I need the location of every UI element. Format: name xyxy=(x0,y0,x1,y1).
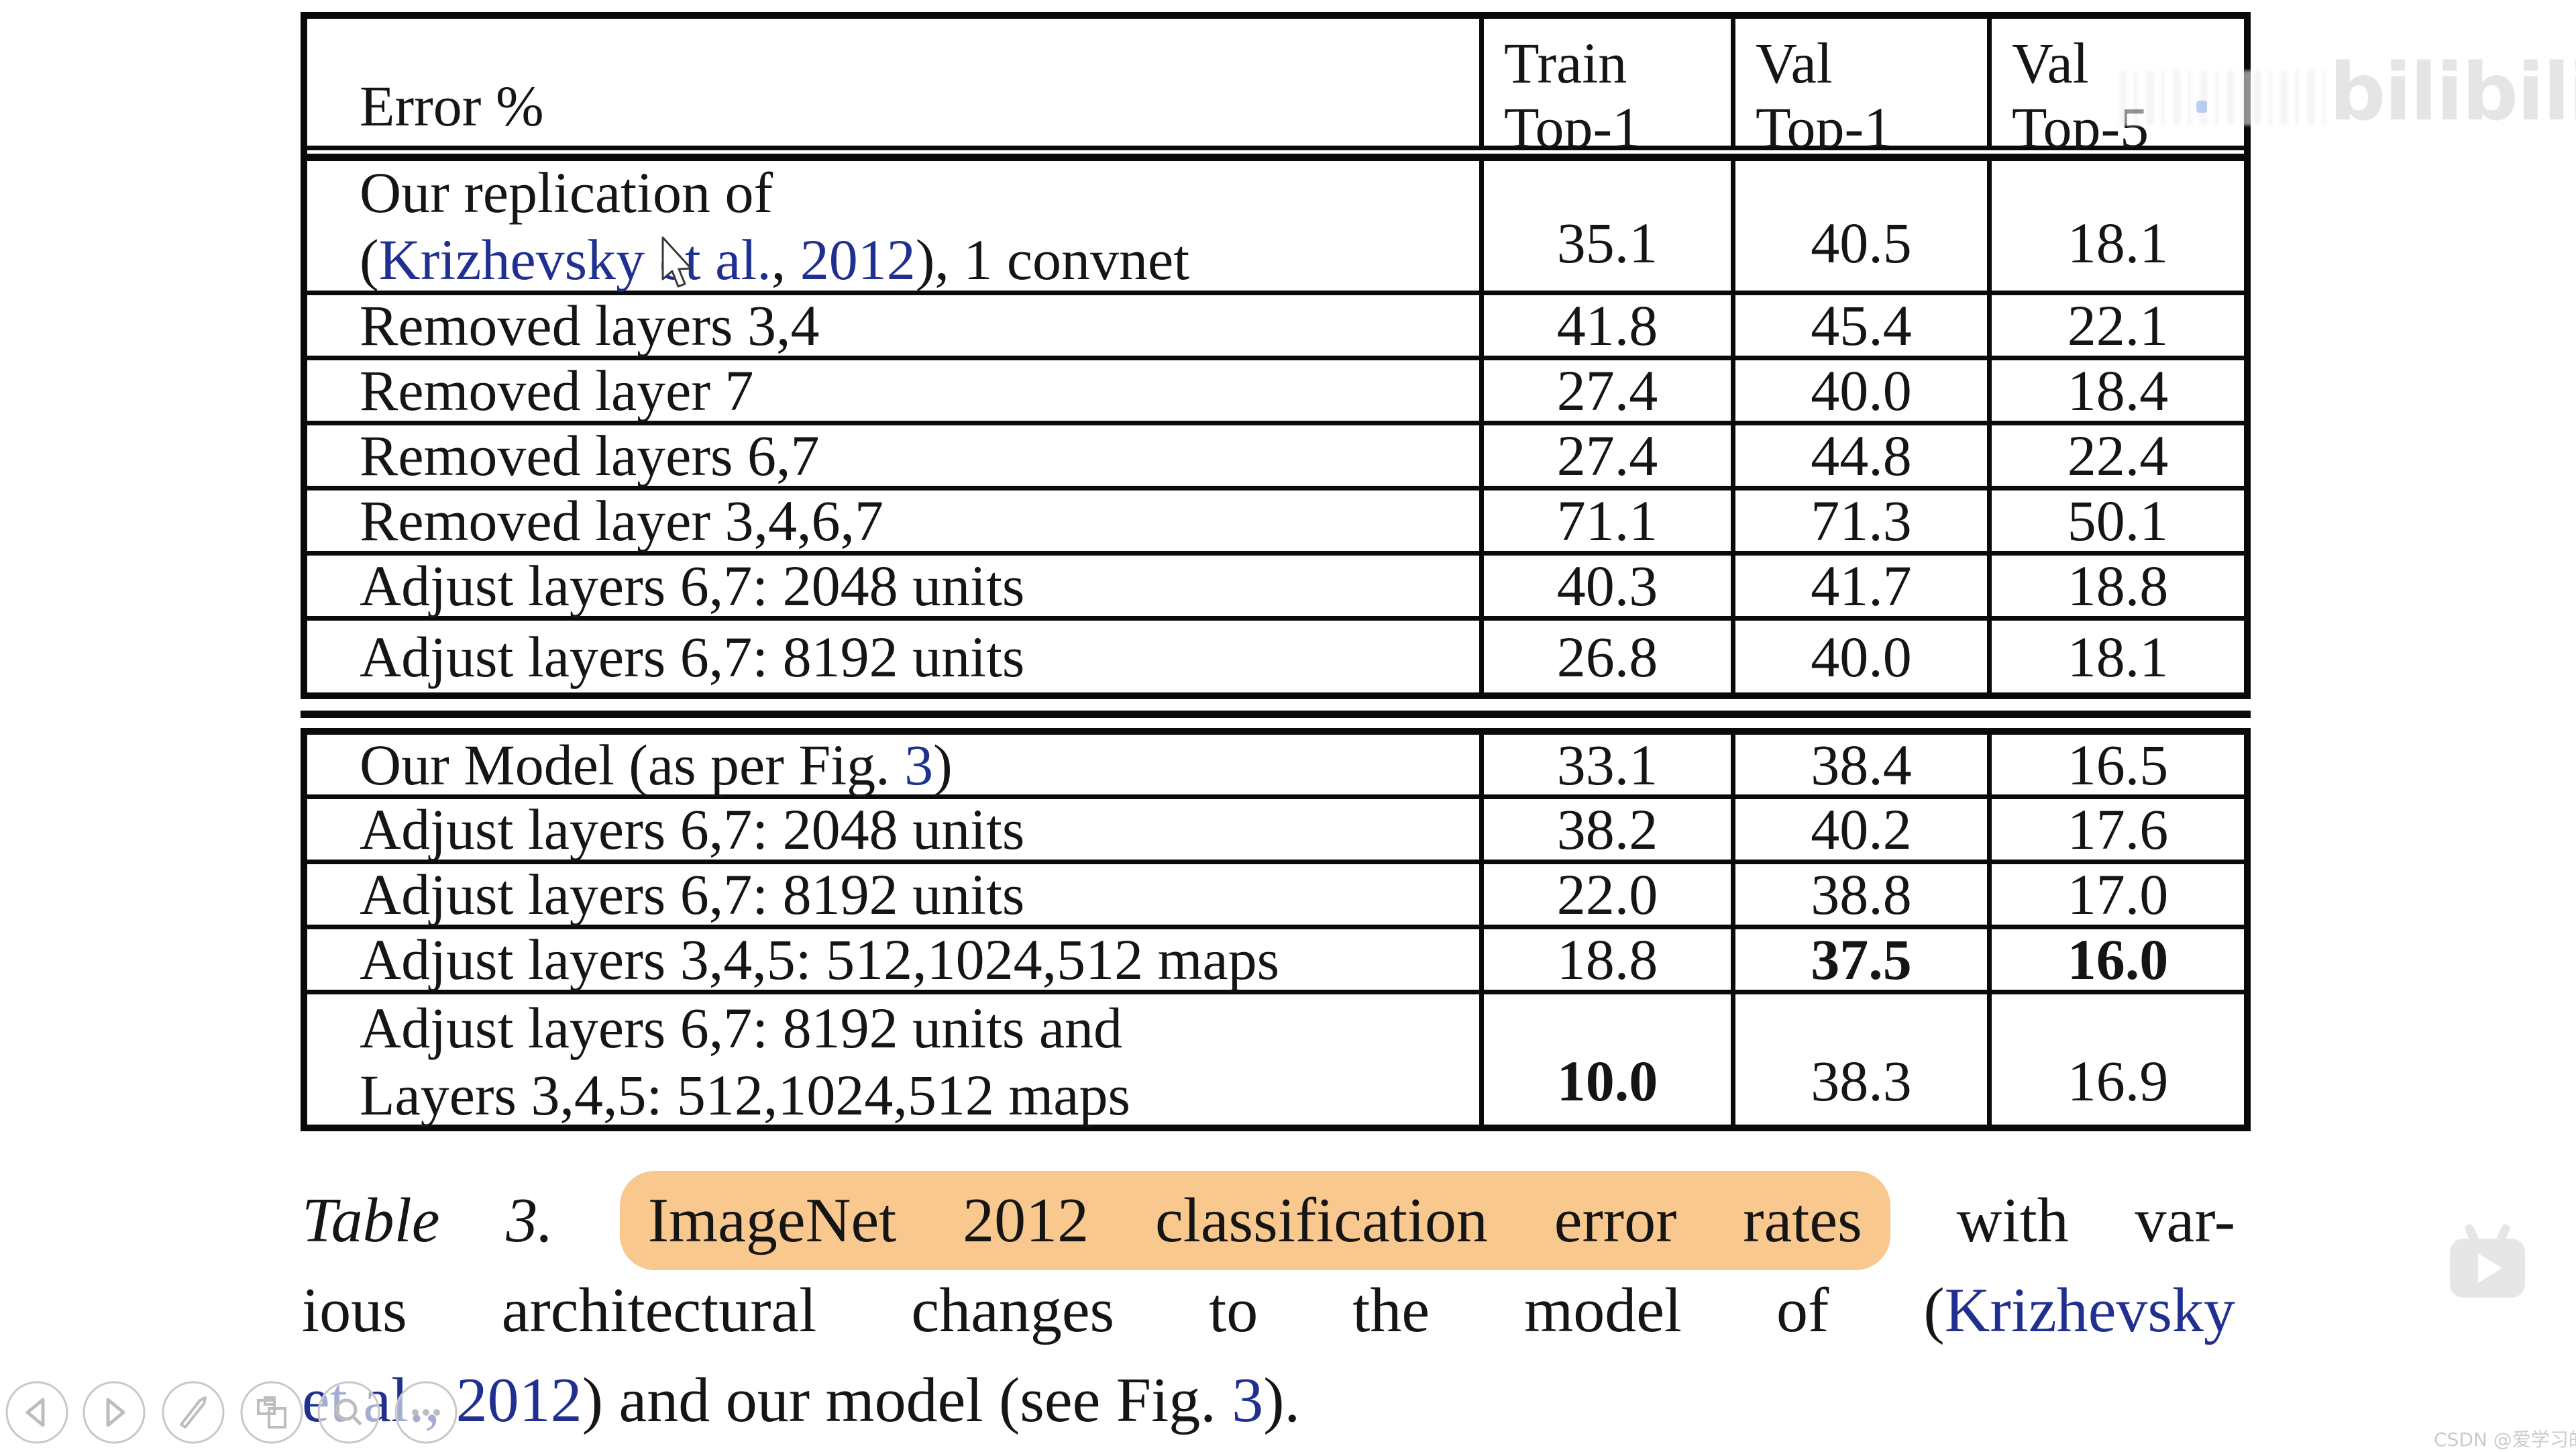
magnifier-icon xyxy=(335,1398,362,1426)
cell-value: 40.0 xyxy=(1735,360,1992,425)
cell-value: 41.7 xyxy=(1735,556,1992,621)
row-label: Removed layer 7 xyxy=(307,360,1484,425)
section-separator-rule xyxy=(301,711,2251,718)
highlighted-text: ImageNet 2012 classification error rates xyxy=(619,1171,1890,1270)
cell-value: 44.8 xyxy=(1735,425,1992,490)
cell-value: 18.1 xyxy=(1992,161,2244,295)
citation-link[interactable]: Krizhevsky et al. xyxy=(378,227,771,292)
cell-value: 71.3 xyxy=(1735,490,1992,556)
watermark-dot xyxy=(2196,101,2207,113)
caption-line-3: et al., 2012) and our model (see Fig. 3)… xyxy=(302,1355,2235,1445)
pen-icon xyxy=(180,1396,207,1429)
previous-button[interactable] xyxy=(5,1380,69,1445)
cell-value: 38.4 xyxy=(1735,735,1992,799)
row-label: Adjust layers 6,7: 8192 units and Layers… xyxy=(307,994,1484,1129)
row-label: Adjust layers 6,7: 2048 units xyxy=(307,799,1484,864)
slides-icon xyxy=(257,1396,286,1429)
cell-value-best: 16.0 xyxy=(1992,929,2244,994)
ellipsis-icon xyxy=(412,1409,440,1416)
row-label: Adjust layers 3,4,5: 512,1024,512 maps xyxy=(307,929,1484,994)
caption-table-number: Table 3. xyxy=(302,1186,553,1255)
watermark-uploader-text xyxy=(2120,70,2325,125)
cell-value: 33.1 xyxy=(1484,735,1735,799)
cell-value: 38.8 xyxy=(1735,864,1992,929)
cell-value: 18.1 xyxy=(2067,624,2169,689)
csdn-watermark: CSDN @爱学习的书文 xyxy=(2434,1429,2576,1451)
cell-value: 17.0 xyxy=(1992,864,2244,929)
cell-value: 45.4 xyxy=(1735,295,1992,360)
cell-value: 17.6 xyxy=(1992,799,2244,864)
cell-value: 26.8 xyxy=(1484,621,1735,692)
row-label: Removed layers 6,7 xyxy=(307,425,1484,490)
figure-link[interactable]: 3 xyxy=(1232,1365,1264,1435)
cell-value: 40.0 xyxy=(1735,621,1992,692)
slides-button[interactable] xyxy=(239,1380,304,1445)
cell-value: 40.3 xyxy=(1484,556,1735,621)
cell-value: 18.8 xyxy=(1484,929,1735,994)
cell-value: 27.4 xyxy=(1484,425,1735,490)
next-button[interactable] xyxy=(82,1380,146,1445)
mouse-cursor xyxy=(661,236,704,296)
caption-line-2: ious architectural changes to the model … xyxy=(302,1276,2235,1345)
row-label: Our Model (as per Fig. 3) xyxy=(307,735,1484,799)
figure-link[interactable]: 3 xyxy=(904,732,934,797)
row-label: Our replication of (Krizhevsky et al., 2… xyxy=(307,160,1484,295)
cell-value: 71.1 xyxy=(1484,490,1735,556)
more-button[interactable] xyxy=(394,1380,458,1445)
cell-value: 22.0 xyxy=(1484,864,1735,929)
row-label: Adjust layers 6,7: 2048 units xyxy=(307,556,1484,621)
header-error: Error % xyxy=(307,19,1484,150)
cell-value: 35.1 xyxy=(1484,161,1735,295)
arrow-right-icon xyxy=(106,1398,125,1427)
play-tv-icon[interactable] xyxy=(2447,1223,2528,1302)
cell-value: 38.2 xyxy=(1484,799,1735,864)
annotate-button[interactable] xyxy=(161,1380,225,1445)
header-double-rule xyxy=(307,150,2244,161)
cell-value: 38.3 xyxy=(1735,994,1992,1129)
cell-value: 41.8 xyxy=(1484,295,1735,360)
arrow-left-icon xyxy=(25,1398,45,1427)
cell-value: 22.4 xyxy=(1992,425,2244,490)
header-val-top1: Val Top-1 xyxy=(1735,19,1992,160)
citation-link[interactable]: Krizhevsky xyxy=(1944,1276,2235,1345)
results-table-section-1: Error % Train Top-1 Val Top-1 Val Top-5 Our… xyxy=(301,12,2251,699)
caption-line-1: Table 3. ImageNet 2012 classification er… xyxy=(302,1171,2235,1270)
cell-value: 40.5 xyxy=(1735,161,1992,295)
cell-value: 18.8 xyxy=(1992,556,2244,621)
row-label: Adjust layers 6,7: 8192 units xyxy=(307,621,1484,692)
cell-value: 40.2 xyxy=(1735,799,1992,864)
cell-value: 16.9 xyxy=(2067,1049,2169,1113)
cell-value: 18.4 xyxy=(1992,360,2244,425)
cell-value: 16.5 xyxy=(1992,735,2244,799)
row-label: Removed layer 3,4,6,7 xyxy=(307,490,1484,556)
header-train-top1: Train Top-1 xyxy=(1484,19,1735,160)
row-label: Adjust layers 6,7: 8192 units xyxy=(307,864,1484,929)
results-table-section-2: Our Model (as per Fig. 3) 33.1 38.4 16.5… xyxy=(301,728,2251,1131)
cell-value: 22.1 xyxy=(1992,295,2244,360)
row-label: Removed layers 3,4 xyxy=(307,295,1484,360)
cell-value-best: 37.5 xyxy=(1735,929,1992,994)
bilibili-watermark: bilibili xyxy=(2329,46,2576,138)
cell-value-best: 10.0 xyxy=(1484,994,1735,1129)
citation-link[interactable]: 2012 xyxy=(800,227,916,292)
zoom-button[interactable] xyxy=(317,1380,381,1445)
cell-value: 50.1 xyxy=(1992,490,2244,556)
table-caption: Table 3. ImageNet 2012 classification er… xyxy=(302,1171,2235,1445)
cell-value: 27.4 xyxy=(1484,360,1735,425)
